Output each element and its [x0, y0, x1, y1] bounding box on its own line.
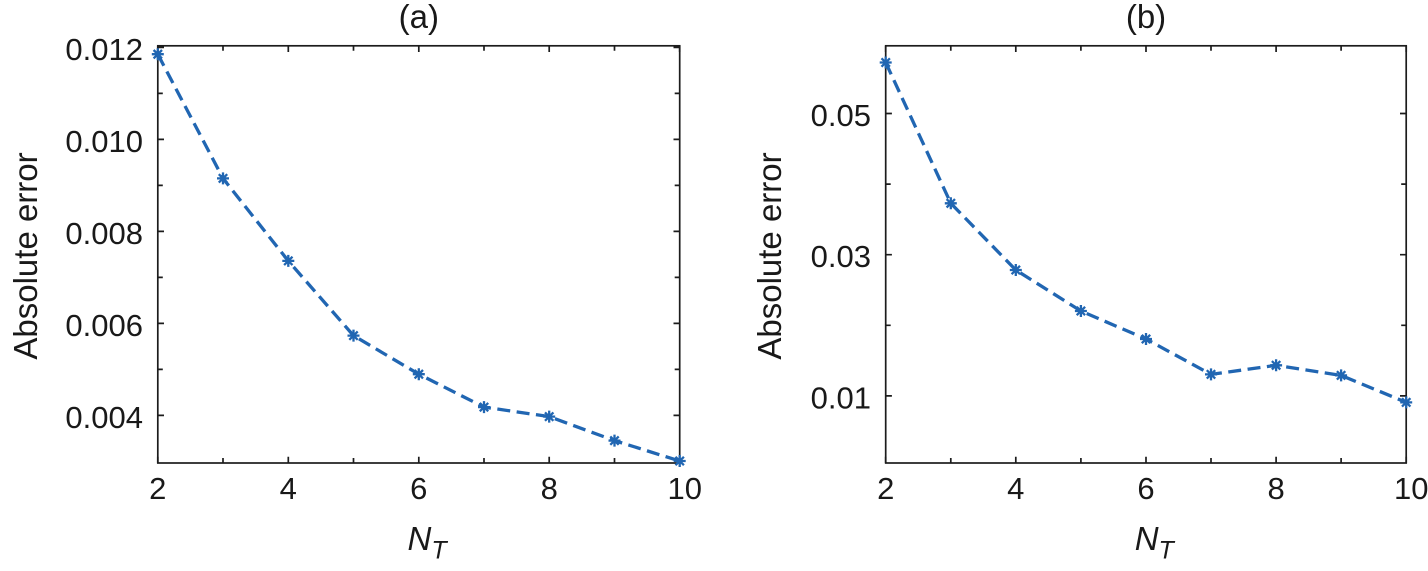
- svg-text:8: 8: [541, 471, 558, 506]
- svg-text:0.006: 0.006: [65, 308, 143, 343]
- svg-text:6: 6: [1137, 471, 1154, 506]
- svg-text:NT: NT: [408, 520, 449, 564]
- svg-text:8: 8: [1267, 471, 1284, 506]
- svg-text:0.004: 0.004: [65, 400, 143, 435]
- svg-text:Absolute error: Absolute error: [751, 152, 788, 359]
- svg-text:Absolute error: Absolute error: [7, 152, 44, 359]
- svg-text:4: 4: [1007, 471, 1024, 506]
- svg-text:(a): (a): [399, 0, 439, 35]
- svg-text:0.03: 0.03: [811, 239, 871, 274]
- svg-text:6: 6: [410, 471, 427, 506]
- svg-text:0.01: 0.01: [811, 380, 871, 415]
- svg-text:10: 10: [1394, 471, 1428, 506]
- svg-text:0.008: 0.008: [65, 216, 143, 251]
- svg-text:4: 4: [280, 471, 297, 506]
- svg-text:0.012: 0.012: [65, 32, 143, 67]
- svg-text:(b): (b): [1126, 0, 1166, 35]
- svg-text:0.010: 0.010: [65, 124, 143, 159]
- svg-text:2: 2: [877, 471, 894, 506]
- svg-text:0.05: 0.05: [811, 98, 871, 133]
- svg-text:10: 10: [667, 471, 701, 506]
- svg-text:2: 2: [149, 471, 166, 506]
